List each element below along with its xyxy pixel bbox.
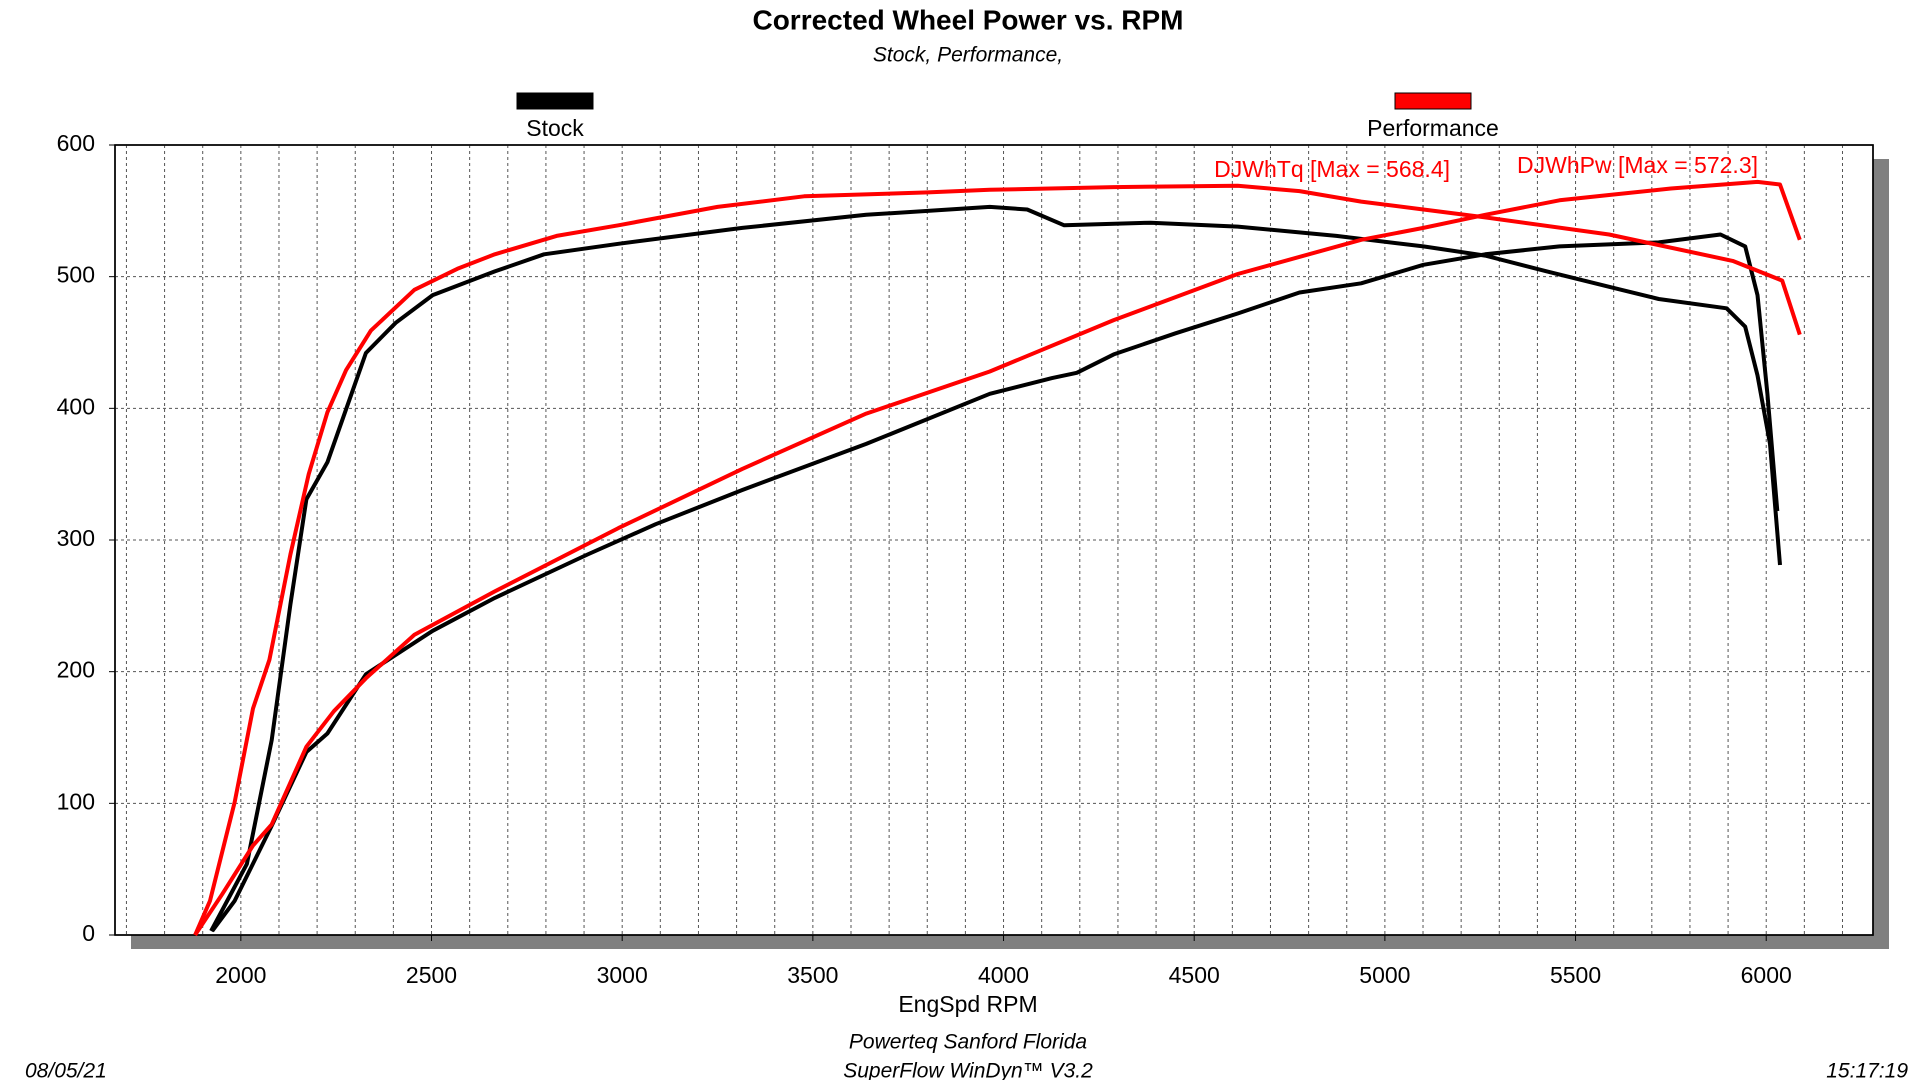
annotation: DJWhTq [Max = 568.4]	[1214, 156, 1450, 182]
x-tick-label: 3000	[597, 962, 648, 988]
legend-swatch	[1394, 92, 1472, 110]
y-tick-label: 400	[57, 393, 95, 419]
legend-label: Performance	[1367, 115, 1499, 141]
y-tick-label: 100	[57, 788, 95, 814]
x-tick-label: 4000	[978, 962, 1029, 988]
y-tick-label: 300	[57, 525, 95, 551]
legend-swatch	[516, 92, 594, 110]
footer-software: SuperFlow WinDyn™ V3.2	[843, 1060, 1093, 1080]
x-tick-label: 2000	[215, 962, 266, 988]
x-axis-label: EngSpd RPM	[898, 991, 1037, 1017]
x-tick-label: 2500	[406, 962, 457, 988]
x-tick-label: 4500	[1169, 962, 1220, 988]
footer-shop: Powerteq Sanford Florida	[849, 1031, 1087, 1054]
chart-title: Corrected Wheel Power vs. RPM	[752, 4, 1183, 35]
x-tick-label: 6000	[1741, 962, 1792, 988]
plot-border	[114, 144, 1874, 936]
x-tick-label: 5500	[1550, 962, 1601, 988]
series-line	[193, 179, 1802, 937]
series-line	[193, 183, 1802, 936]
legend-label: Stock	[526, 115, 584, 141]
annotation: DJWhPw [Max = 572.3]	[1517, 152, 1758, 178]
x-tick-label: 5000	[1359, 962, 1410, 988]
x-tick-label: 3500	[787, 962, 838, 988]
footer-date: 08/05/21	[25, 1060, 107, 1080]
y-tick-label: 500	[57, 262, 95, 288]
footer-time: 15:17:19	[1826, 1060, 1908, 1080]
series-line	[209, 204, 1782, 932]
y-tick-label: 200	[57, 657, 95, 683]
y-tick-label: 0	[82, 920, 95, 946]
y-tick-label: 600	[57, 130, 95, 156]
chart-subtitle: Stock, Performance,	[873, 44, 1063, 67]
